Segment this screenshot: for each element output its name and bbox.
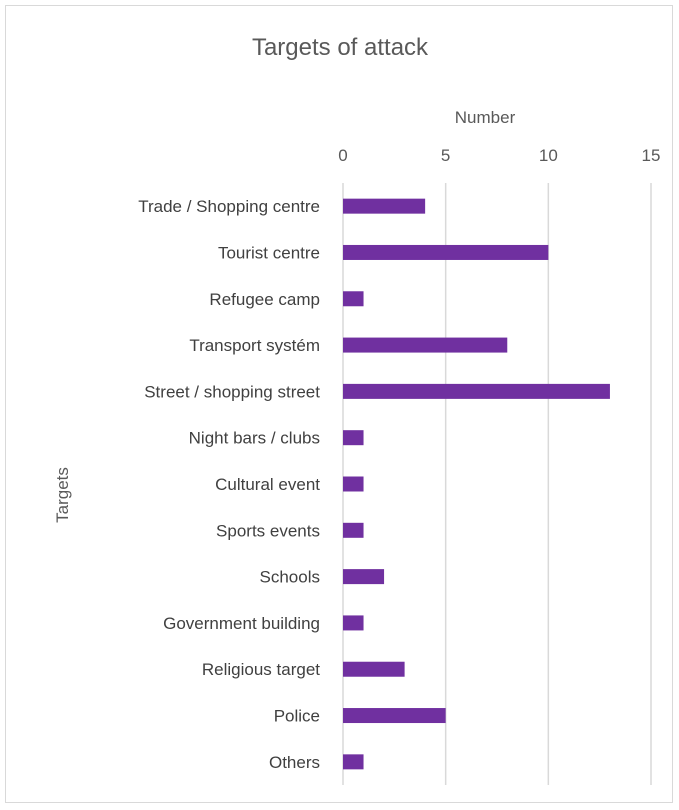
bar (343, 337, 508, 353)
bar (343, 754, 364, 770)
x-tick-labels: 0 5 10 15 (338, 146, 660, 165)
bar (343, 383, 610, 399)
bar (343, 291, 364, 307)
category-label: Police (274, 707, 320, 726)
category-label: Refugee camp (209, 290, 320, 309)
category-label: Government building (163, 614, 320, 633)
y-axis-title: Targets (53, 467, 72, 523)
category-label: Street / shopping street (144, 382, 320, 401)
x-tick-label: 0 (338, 146, 347, 165)
x-axis-title: Number (455, 108, 516, 127)
category-label: Night bars / clubs (189, 429, 320, 448)
bar (343, 476, 364, 492)
bar (343, 198, 426, 214)
category-labels: Trade / Shopping centre Tourist centre Ref… (138, 197, 320, 772)
category-label: Others (269, 753, 320, 772)
category-label: Trade / Shopping centre (138, 197, 320, 216)
bar (343, 708, 446, 724)
gridlines (342, 183, 652, 785)
category-label: Religious target (202, 660, 320, 679)
category-label: Cultural event (215, 475, 320, 494)
category-label: Tourist centre (218, 243, 320, 262)
bar (343, 522, 364, 538)
category-label: Schools (260, 568, 320, 587)
chart-title: Targets of attack (252, 34, 429, 61)
bar (343, 244, 549, 260)
category-label: Sports events (216, 521, 320, 540)
x-tick-label: 5 (441, 146, 450, 165)
bar (343, 615, 364, 631)
category-label: Transport systém (189, 336, 320, 355)
chart-frame (5, 5, 673, 803)
bar (343, 569, 385, 585)
x-tick-label: 15 (642, 146, 661, 165)
x-tick-label: 10 (539, 146, 558, 165)
bar (343, 430, 364, 446)
bars (343, 198, 610, 770)
bar (343, 661, 405, 677)
